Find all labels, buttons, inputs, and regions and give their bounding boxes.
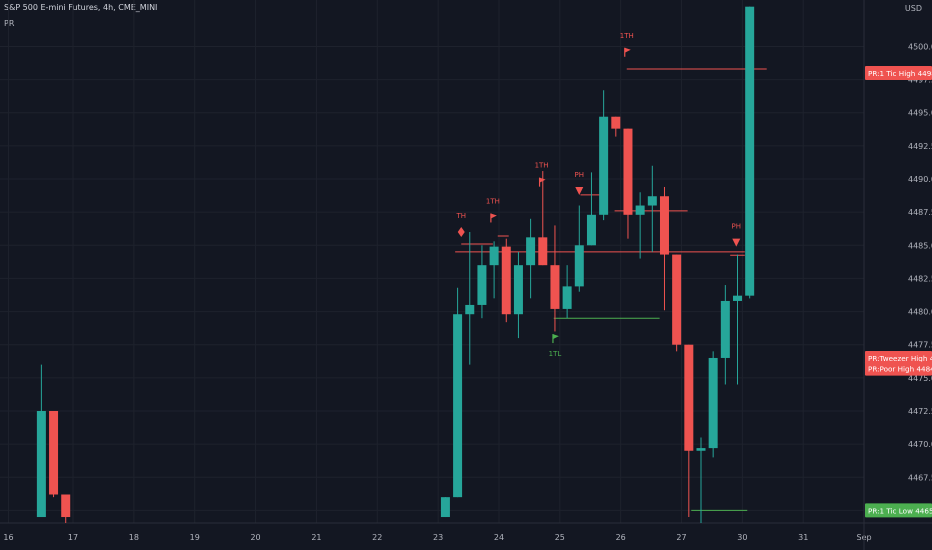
candle-up bbox=[586, 214, 596, 246]
y-tick-label: 4472.50 bbox=[908, 407, 932, 416]
price-label-box bbox=[865, 350, 932, 365]
candle-down bbox=[672, 254, 682, 345]
marker-label: TH bbox=[455, 212, 466, 220]
candle-down bbox=[61, 494, 71, 518]
y-tick-label: 4475.00 bbox=[908, 374, 932, 383]
marker-label: 1TH bbox=[620, 32, 634, 40]
flag-marker bbox=[539, 177, 546, 183]
y-tick-label: 4487.50 bbox=[908, 208, 932, 217]
price-label-text: PR:1 Tic Low 4465.00 bbox=[868, 506, 932, 515]
y-tick-label: 4467.50 bbox=[908, 473, 932, 482]
marker-label: PH bbox=[732, 223, 742, 231]
x-tick-label: 22 bbox=[372, 533, 382, 542]
candle-up bbox=[696, 448, 706, 451]
triangle-marker bbox=[732, 238, 741, 247]
flag-marker bbox=[552, 334, 559, 340]
candle-up bbox=[647, 196, 657, 206]
x-tick-label: 25 bbox=[555, 533, 565, 542]
x-tick-label: 23 bbox=[433, 533, 443, 542]
currency-label: USD bbox=[904, 4, 922, 13]
candle-up bbox=[708, 357, 718, 449]
x-tick-label: 24 bbox=[494, 533, 504, 542]
x-tick-label: 30 bbox=[737, 533, 747, 542]
price-label-box bbox=[865, 65, 932, 80]
marker-label: 1TH bbox=[535, 162, 549, 170]
price-label-text: PR:1 Tic High 4498.00 bbox=[868, 69, 932, 78]
y-tick-label: 4492.50 bbox=[908, 142, 932, 151]
candle-up bbox=[599, 116, 609, 215]
marker-label: 1TL bbox=[549, 350, 562, 358]
candle-down bbox=[659, 196, 669, 255]
triangle-marker bbox=[575, 186, 584, 195]
candle-up bbox=[489, 246, 499, 266]
candle-up bbox=[720, 300, 730, 358]
candle-down bbox=[501, 246, 511, 315]
y-tick-label: 4477.50 bbox=[908, 341, 932, 350]
marker-label: 1TH bbox=[486, 197, 500, 205]
y-tick-label: 4485.00 bbox=[908, 241, 932, 250]
plot-area: TH 1TH 1TH PH 1TH PH 1TL bbox=[36, 6, 767, 523]
x-tick-label: 27 bbox=[676, 533, 686, 542]
y-tick-label: 4480.00 bbox=[908, 308, 932, 317]
candle-up bbox=[733, 295, 743, 301]
price-label-box bbox=[865, 361, 932, 376]
candle-down bbox=[550, 265, 560, 309]
x-tick-label: 26 bbox=[616, 533, 626, 542]
flag-marker bbox=[490, 213, 497, 219]
x-tick-label: 31 bbox=[798, 533, 808, 542]
candle-up bbox=[562, 286, 572, 309]
x-tick-label: 17 bbox=[68, 533, 78, 542]
candle-down bbox=[538, 237, 548, 266]
x-tick-label: 19 bbox=[190, 533, 200, 542]
x-tick-label: 16 bbox=[3, 533, 13, 542]
candle-up bbox=[440, 497, 450, 518]
candle-up bbox=[635, 205, 645, 215]
candle-up bbox=[574, 245, 584, 287]
x-tick-label: 20 bbox=[250, 533, 260, 542]
candle-down bbox=[611, 116, 621, 129]
diamond-marker bbox=[457, 227, 465, 238]
candle-up bbox=[36, 410, 46, 518]
price-label-box bbox=[865, 503, 932, 518]
y-tick-label: 4495.00 bbox=[908, 109, 932, 118]
candle-down bbox=[684, 344, 694, 451]
flag-marker bbox=[624, 47, 631, 53]
y-tick-label: 4470.00 bbox=[908, 440, 932, 449]
candle-up bbox=[477, 265, 487, 305]
price-label-text: PR:Tweezer High 4484.50 bbox=[868, 354, 932, 363]
x-tick-label: 21 bbox=[311, 533, 321, 542]
candle-up bbox=[465, 304, 475, 315]
y-tick-label: 4482.50 bbox=[908, 274, 932, 283]
chart-title: S&P 500 E-mini Futures, 4h, CME_MINI bbox=[4, 3, 158, 12]
y-tick-label: 4500.00 bbox=[908, 42, 932, 51]
y-tick-label: 4490.00 bbox=[908, 175, 932, 184]
marker-label: PH bbox=[575, 171, 585, 179]
price-label-text: PR:Poor High 4484.25 bbox=[868, 365, 932, 374]
candle-down bbox=[49, 410, 59, 495]
indicator-label: PR bbox=[4, 19, 15, 28]
y-tick-label: 4497.50 bbox=[908, 76, 932, 85]
candle-up bbox=[513, 265, 523, 315]
candle-up bbox=[745, 6, 755, 296]
x-tick-label: 18 bbox=[129, 533, 139, 542]
candle-down bbox=[623, 128, 633, 215]
candle-up bbox=[453, 314, 463, 498]
candle-up bbox=[526, 237, 536, 266]
